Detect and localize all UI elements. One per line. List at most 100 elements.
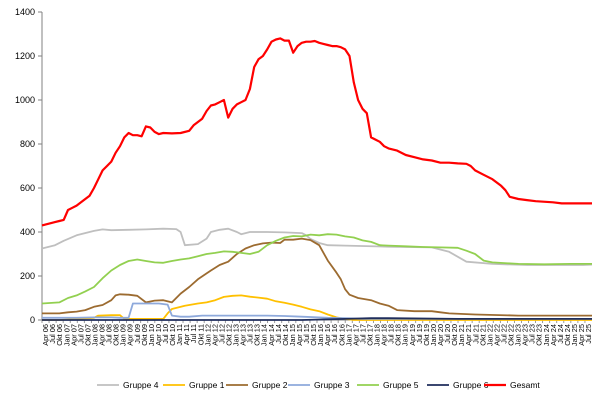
x-tick-label: Jan 20 [429,324,438,346]
x-tick-label: Apr 11 [182,324,191,345]
x-tick-label: Jul 06 [48,324,57,344]
x-tick-label: Jul 20 [443,324,452,344]
x-tick-label: Jan 15 [288,324,297,346]
y-tick-label: 400 [20,227,35,237]
x-tick-label: Apr 21 [464,324,473,346]
x-tick-label: Okt 16 [337,324,346,346]
series-line-gruppe-3 [42,302,592,320]
x-tick-label: Jan 17 [344,324,353,346]
x-tick-label: Apr 13 [239,324,248,346]
x-tick-label: Okt 22 [507,324,516,346]
x-tick-label: Jul 15 [302,324,311,344]
x-tick-label: Okt 14 [281,324,290,346]
y-tick-label: 1200 [15,51,35,61]
x-tick-label: Okt 20 [450,324,459,346]
x-tick-label: Jul 14 [274,324,283,344]
x-tick-label: Okt 15 [309,324,318,346]
y-tick-label: 1000 [15,95,35,105]
x-tick-label: Okt 07 [83,324,92,346]
x-tick-label: Apr 23 [521,324,530,346]
x-tick-label: Jan 16 [316,324,325,346]
x-tick-label: Jan 10 [147,324,156,346]
x-tick-label: Okt 11 [196,324,205,345]
legend-label: Gesamt [510,380,540,390]
x-tick-label: Apr 14 [267,324,276,346]
x-tick-label: Jul 18 [387,324,396,344]
x-tick-label: Jan 22 [485,324,494,346]
x-tick-label: Jul 23 [528,324,537,344]
legend: Gruppe 4 Gruppe 1 Gruppe 2 Gruppe 3 Gruppe 5… [97,380,540,390]
x-tick-label: Okt 24 [563,324,572,346]
x-tick-label: Jul 13 [246,324,255,344]
x-tick-label: Jul 24 [556,324,565,344]
y-tick-label: 1400 [15,7,35,17]
x-tick-label: Jan 18 [373,324,382,346]
y-tick-label: 200 [20,271,35,281]
x-tick-label: Okt 23 [535,324,544,346]
y-tick-label: 600 [20,183,35,193]
x-tick-label: Apr 17 [351,324,360,346]
x-tick-label: Jan 21 [457,324,466,346]
x-tick-label: Jul 25 [584,324,593,344]
x-tick-label: Apr 07 [69,324,78,346]
x-tick-label: Apr 22 [492,324,501,346]
x-tick-label: Jul 07 [76,324,85,344]
series-line-gruppe-4 [41,227,593,266]
x-tick-label: Jul 10 [161,324,170,344]
x-tick-label: Jan 12 [203,324,212,346]
x-tick-label: Okt 08 [112,324,121,346]
series-line-gesamt [41,37,592,227]
x-tick-label: Apr 18 [380,324,389,346]
x-tick-label: Apr 09 [126,324,135,346]
x-tick-label: Jul 22 [499,324,508,344]
x-tick-label: Jul 08 [105,324,114,344]
x-tick-label: Apr 20 [436,324,445,346]
x-tick-label: Okt 13 [253,324,262,346]
series-line-gruppe-2 [42,237,592,317]
legend-label: Gruppe 4 [123,380,159,390]
legend-label: Gruppe 3 [314,380,350,390]
x-tick-label: Apr 19 [408,324,417,346]
legend-label: Gruppe 5 [383,380,419,390]
x-tick-label: Okt 21 [478,324,487,346]
x-tick-label: Jan 08 [90,324,99,346]
x-tick-label: Apr 16 [323,324,332,346]
legend-label: Gruppe 1 [189,380,225,390]
x-tick-label: Okt 10 [168,324,177,346]
x-tick-label: Jan 09 [119,324,128,346]
x-tick-label: Okt 06 [55,324,64,346]
x-tick-label: Jan 13 [232,324,241,346]
x-tick-label: Jan 25 [570,324,579,346]
x-tick-label: Okt 17 [365,324,374,346]
x-tick-label: Apr 10 [154,324,163,346]
y-axis: 0 200 400 600 800 1000 1200 1400 [15,7,43,325]
x-tick-label: Jul 16 [330,324,339,344]
series-line-gruppe-5 [41,233,592,305]
series-line-gruppe-6 [42,317,592,321]
x-tick-label: Jan 24 [542,324,551,346]
series-lines [41,37,593,321]
y-tick-label: 0 [30,315,35,325]
x-tick-label: Jul 09 [133,324,142,344]
x-tick-label: Jul 17 [358,324,367,344]
x-tick-label: Jul 12 [217,324,226,344]
x-tick-label: Jan 14 [260,324,269,346]
x-tick-label: Apr 15 [295,324,304,346]
x-tick-label: Apr 08 [98,324,107,346]
x-tick-label: Apr 06 [41,324,50,346]
y-tick-label: 800 [20,139,35,149]
series-line-gruppe-1 [42,294,592,321]
x-tick-label: Jan 07 [62,324,71,346]
x-tick-label: Okt 19 [422,324,431,346]
x-tick-label: Apr 24 [549,324,558,346]
x-tick-label: Okt 09 [140,324,149,346]
x-tick-label: Jul 11 [189,324,198,343]
x-tick-label: Okt 12 [224,324,233,346]
x-tick-label: Apr 25 [577,324,586,346]
x-tick-label: Jan 19 [401,324,410,346]
x-tick-label: Jan 23 [514,324,523,346]
x-tick-label: Okt 18 [394,324,403,346]
x-tick-label: Jul 21 [471,324,480,344]
